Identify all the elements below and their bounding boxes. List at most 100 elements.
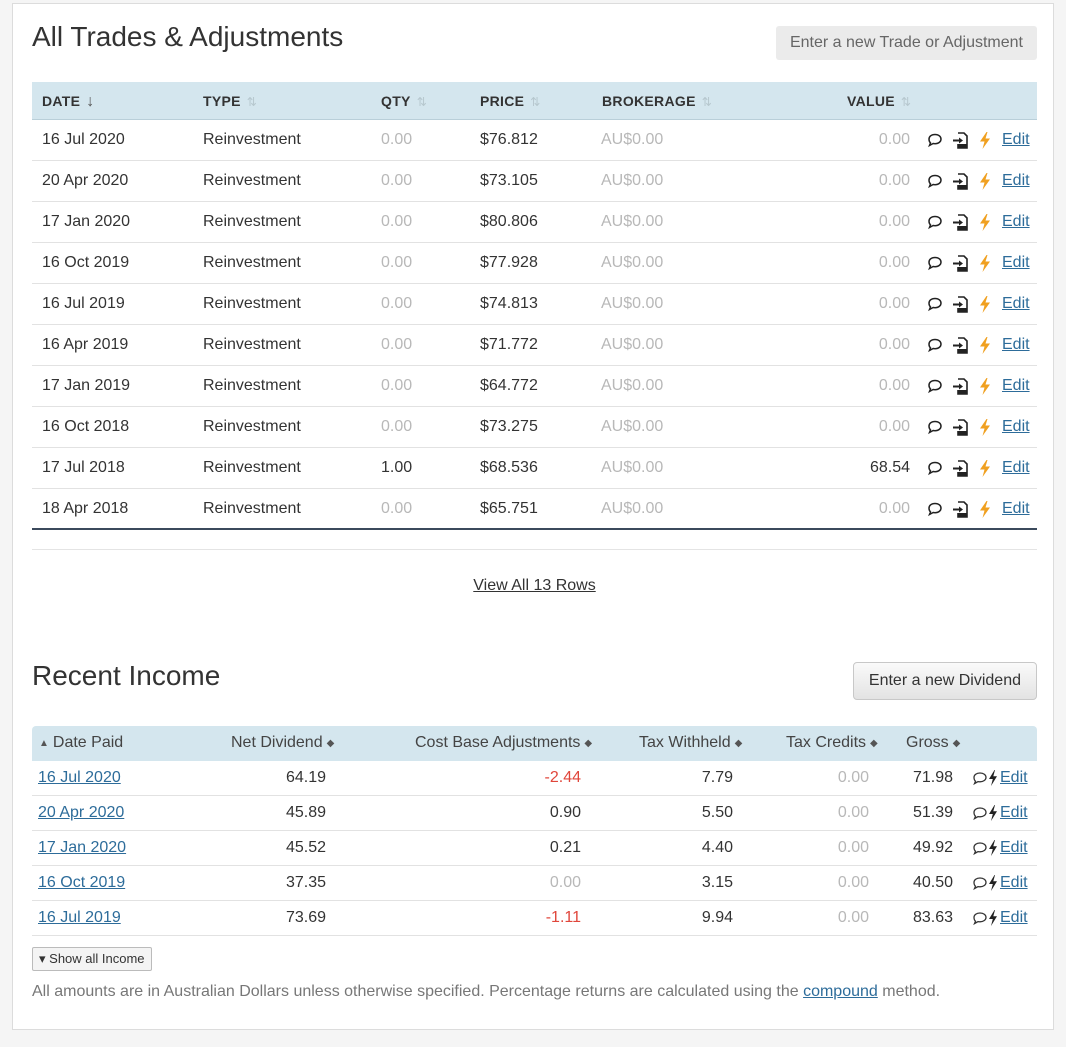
comment-icon[interactable] [972,876,988,891]
trade-brokerage: AU$0.00 [601,336,664,353]
income-date-link[interactable]: 16 Jul 2020 [38,769,121,786]
comment-icon[interactable] [972,771,988,786]
trade-brokerage: AU$0.00 [601,500,664,517]
col-price[interactable]: PRICE ⇅ [480,93,541,109]
lightning-icon[interactable] [988,770,998,786]
comment-icon[interactable] [926,213,944,231]
lightning-icon[interactable] [988,840,998,856]
trade-price: $64.772 [480,377,538,394]
income-cba: 0.00 [549,874,581,891]
income-tax-withheld: 4.40 [701,839,733,856]
income-tax-credits: 0.00 [837,804,869,821]
comment-icon[interactable] [926,418,944,436]
transfer-icon[interactable] [951,172,969,190]
trade-date: 20 Apr 2020 [42,172,129,189]
new-trade-button[interactable]: Enter a new Trade or Adjustment [775,26,1037,60]
comment-icon[interactable] [972,806,988,821]
lightning-icon[interactable] [976,377,994,395]
edit-link[interactable]: Edit [1000,839,1028,856]
lightning-icon[interactable] [988,805,998,821]
comment-icon[interactable] [926,459,944,477]
col-tax-credits[interactable]: Tax Credits ◆ [786,734,878,751]
lightning-icon[interactable] [976,213,994,231]
col-date[interactable]: DATE ↓ [42,93,95,110]
lightning-icon[interactable] [976,500,994,518]
transfer-icon[interactable] [951,418,969,436]
col-tax-withheld[interactable]: Tax Withheld ◆ [639,734,743,751]
edit-link[interactable]: Edit [1002,254,1030,271]
col-net-dividend[interactable]: Net Dividend ◆ [231,734,335,751]
lightning-icon[interactable] [976,295,994,313]
comment-icon[interactable] [972,911,988,926]
comment-icon[interactable] [926,500,944,518]
row-actions [926,448,1001,488]
trade-brokerage: AU$0.00 [601,459,664,476]
lightning-icon[interactable] [976,336,994,354]
sort-icon: ⇅ [900,95,912,109]
lightning-icon[interactable] [976,254,994,272]
edit-link[interactable]: Edit [1002,295,1030,312]
comment-icon[interactable] [972,841,988,856]
new-dividend-button[interactable]: Enter a new Dividend [852,662,1037,700]
edit-link[interactable]: Edit [1000,769,1028,786]
col-date-paid[interactable]: ▲︎ Date Paid [39,734,124,751]
show-all-income-button[interactable]: ▾ Show all Income [32,947,152,971]
edit-link[interactable]: Edit [1002,418,1030,435]
trade-value: 0.00 [878,172,910,189]
lightning-icon[interactable] [988,875,998,891]
col-type[interactable]: TYPE ⇅ [203,93,258,109]
transfer-icon[interactable] [951,336,969,354]
table-row: 20 Apr 2020 45.89 0.90 5.50 0.00 51.39 Edit [32,796,1037,831]
income-date-link[interactable]: 17 Jan 2020 [38,839,127,856]
col-cost-base-adjustments[interactable]: Cost Base Adjustments ◆ [415,734,593,751]
row-actions [926,243,1001,283]
sort-icon: ⇅ [416,95,428,109]
comment-icon[interactable] [926,254,944,272]
col-gross[interactable]: Gross ◆ [906,734,961,751]
compound-link[interactable]: compound [803,983,878,1000]
col-qty[interactable]: QTY ⇅ [381,93,428,109]
col-brokerage[interactable]: BROKERAGE ⇅ [602,93,713,109]
comment-icon[interactable] [926,131,944,149]
lightning-icon[interactable] [988,910,998,926]
trade-brokerage: AU$0.00 [601,377,664,394]
table-row: 16 Oct 2019 37.35 0.00 3.15 0.00 40.50 Edit [32,866,1037,901]
lightning-icon[interactable] [976,459,994,477]
edit-link[interactable]: Edit [1002,459,1030,476]
transfer-icon[interactable] [951,131,969,149]
trade-brokerage: AU$0.00 [601,418,664,435]
trade-qty: 0.00 [381,418,413,435]
comment-icon[interactable] [926,295,944,313]
view-all-link[interactable]: View All 13 Rows [473,577,596,594]
transfer-icon[interactable] [951,213,969,231]
transfer-icon[interactable] [951,377,969,395]
edit-link[interactable]: Edit [1002,500,1030,517]
comment-icon[interactable] [926,172,944,190]
lightning-icon[interactable] [976,418,994,436]
comment-icon[interactable] [926,377,944,395]
edit-link[interactable]: Edit [1002,213,1030,230]
edit-link[interactable]: Edit [1000,804,1028,821]
transfer-icon[interactable] [951,500,969,518]
income-cba: -2.44 [544,769,581,786]
trade-qty: 0.00 [381,500,413,517]
edit-link[interactable]: Edit [1002,336,1030,353]
edit-link[interactable]: Edit [1002,131,1030,148]
lightning-icon[interactable] [976,131,994,149]
income-date-link[interactable]: 16 Jul 2019 [38,909,121,926]
transfer-icon[interactable] [951,295,969,313]
edit-link[interactable]: Edit [1002,377,1030,394]
transfer-icon[interactable] [951,254,969,272]
income-date-link[interactable]: 20 Apr 2020 [38,804,125,821]
income-date-link[interactable]: 16 Oct 2019 [38,874,126,891]
col-value[interactable]: VALUE ⇅ [847,93,912,109]
edit-link[interactable]: Edit [1002,172,1030,189]
trade-type: Reinvestment [203,131,301,148]
trade-price: $74.813 [480,295,538,312]
edit-link[interactable]: Edit [1000,874,1028,891]
lightning-icon[interactable] [976,172,994,190]
edit-link[interactable]: Edit [1000,909,1028,926]
comment-icon[interactable] [926,336,944,354]
transfer-icon[interactable] [951,459,969,477]
row-actions: Edit [972,796,1028,830]
